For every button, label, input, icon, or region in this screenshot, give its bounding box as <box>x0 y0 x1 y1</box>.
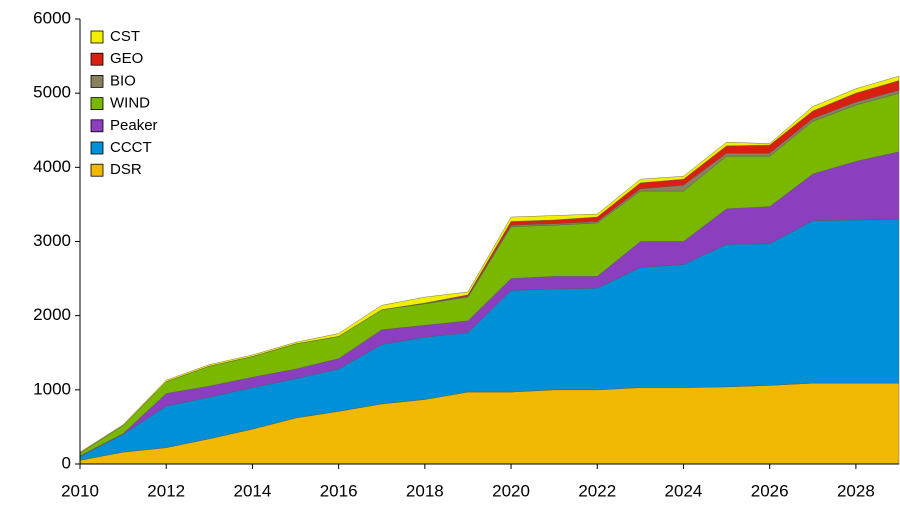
legend-swatch <box>90 141 104 155</box>
area <box>79 75 900 454</box>
x-tick-label: 2024 <box>665 481 703 500</box>
y-tick-label: 0 <box>62 453 71 472</box>
legend-label: Peaker <box>110 117 158 134</box>
y-tick-label: 2000 <box>33 305 71 324</box>
legend-label: GEO <box>110 50 143 67</box>
x-tick-label: 2010 <box>61 481 99 500</box>
legend-label: BIO <box>110 72 136 89</box>
y-tick-label: 6000 <box>33 8 71 27</box>
x-tick-label: 2028 <box>837 481 875 500</box>
x-tick-label: 2012 <box>147 481 185 500</box>
legend-label: CCCT <box>110 139 152 156</box>
x-tick-label: 2020 <box>492 481 530 500</box>
x-tick-label: 2022 <box>578 481 616 500</box>
x-tick-label: 2018 <box>406 481 444 500</box>
legend-label: WIND <box>110 95 150 112</box>
legend-swatch <box>90 52 104 66</box>
legend-swatch <box>90 119 104 133</box>
legend: CST GEO BIO WIND Peaker CCCT DSR <box>90 28 158 178</box>
x-tick-label: 2016 <box>320 481 358 500</box>
y-tick-label: 4000 <box>33 157 71 176</box>
legend-swatch <box>90 30 104 44</box>
legend-label: CST <box>110 28 140 45</box>
y-tick-label: 1000 <box>33 379 71 398</box>
y-tick-label: 3000 <box>33 231 71 250</box>
legend-label: DSR <box>110 161 142 178</box>
y-tick-label: 5000 <box>33 83 71 102</box>
legend-swatch <box>90 97 104 110</box>
legend-swatch <box>90 75 104 88</box>
x-tick-label: 2014 <box>234 481 272 500</box>
x-tick-label: 2026 <box>751 481 789 500</box>
legend-swatch <box>90 163 104 177</box>
